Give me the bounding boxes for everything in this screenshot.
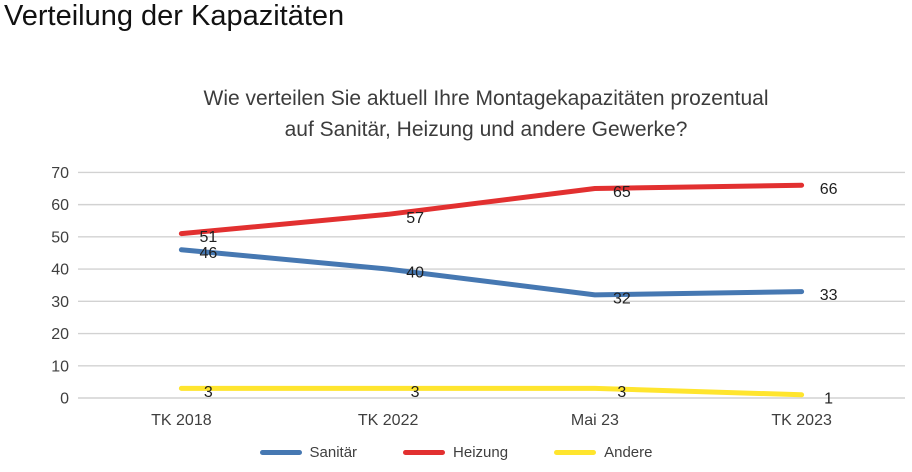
data-label: 40 xyxy=(406,265,424,282)
x-category-label: TK 2023 xyxy=(771,412,832,429)
data-label: 32 xyxy=(613,290,631,307)
data-label: 3 xyxy=(204,384,213,401)
y-tick-label: 10 xyxy=(51,358,69,375)
y-tick-label: 0 xyxy=(60,391,69,408)
data-label: 66 xyxy=(820,181,838,198)
page-title: Verteilung der Kapazitäten xyxy=(4,0,345,32)
legend: Sanitär Heizung Andere xyxy=(0,444,912,461)
x-category-label: Mai 23 xyxy=(571,412,619,429)
series-line-sanitr xyxy=(178,247,805,298)
y-tick-label: 50 xyxy=(51,229,69,246)
y-tick-label: 40 xyxy=(51,262,69,279)
data-label: 3 xyxy=(411,384,420,401)
y-tick-label: 20 xyxy=(51,326,69,343)
legend-item-sanitaer: Sanitär xyxy=(259,444,358,461)
y-tick-label: 60 xyxy=(51,197,69,214)
chart-title-line2: auf Sanitär, Heizung und andere Gewerke? xyxy=(284,118,688,141)
y-tick-label: 30 xyxy=(51,294,69,311)
data-label: 3 xyxy=(617,384,626,401)
legend-label-andere: Andere xyxy=(604,444,653,461)
sanitaer-line-swatch-icon xyxy=(259,450,302,455)
legend-item-heizung: Heizung xyxy=(403,444,508,461)
andere-line-swatch-icon xyxy=(554,450,597,455)
data-label: 33 xyxy=(820,287,838,304)
data-label: 51 xyxy=(199,229,217,246)
legend-label-heizung: Heizung xyxy=(453,444,509,461)
x-category-label: TK 2018 xyxy=(151,412,212,429)
legend-item-andere: Andere xyxy=(554,444,652,461)
data-label: 46 xyxy=(199,245,217,262)
data-label: 1 xyxy=(824,390,833,407)
y-tick-label: 70 xyxy=(51,165,69,182)
series-line-heizung xyxy=(178,182,805,237)
series-line-andere xyxy=(178,385,805,398)
chart-title: Wie verteilen Sie aktuell Ihre Montageka… xyxy=(60,83,912,145)
data-label: 57 xyxy=(406,210,424,227)
legend-label-sanitaer: Sanitär xyxy=(309,444,358,461)
heizung-line-swatch-icon xyxy=(403,450,446,455)
data-label: 65 xyxy=(613,184,631,201)
chart-title-line1: Wie verteilen Sie aktuell Ihre Montageka… xyxy=(203,87,769,110)
x-category-label: TK 2022 xyxy=(358,412,419,429)
